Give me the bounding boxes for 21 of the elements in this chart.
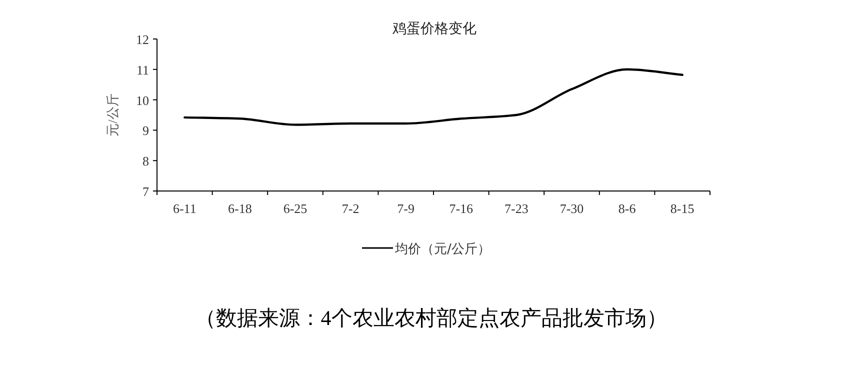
x-tick-label: 8-15 <box>670 201 694 216</box>
x-tick-label: 7-30 <box>560 201 584 216</box>
x-tick-label: 7-9 <box>397 201 415 216</box>
y-axis-title: 元/公斤 <box>105 94 120 136</box>
legend-label: 均价（元/公斤） <box>394 242 490 257</box>
y-tick-label: 9 <box>142 123 149 138</box>
y-tick-label: 10 <box>136 92 149 108</box>
x-tick-label: 6-25 <box>283 201 308 216</box>
x-tick-label: 6-11 <box>172 201 196 216</box>
line-series <box>184 68 684 126</box>
y-tick-label: 12 <box>136 32 149 47</box>
x-tick-label: 7-2 <box>342 201 360 216</box>
chart-title: 鸡蛋价格变化 <box>392 21 476 37</box>
text: （数据来源：4个农业农村部定点农产品批发市场） <box>194 306 668 330</box>
y-tick-label: 11 <box>136 62 149 78</box>
x-tick-label: 8-6 <box>618 201 636 216</box>
y-tick-label: 7 <box>142 184 150 199</box>
x-tick-label: 7-23 <box>504 201 528 216</box>
x-tick-label: 6-18 <box>228 201 252 216</box>
x-tick-label: 7-16 <box>449 201 474 216</box>
y-tick-label: 8 <box>142 154 149 169</box>
